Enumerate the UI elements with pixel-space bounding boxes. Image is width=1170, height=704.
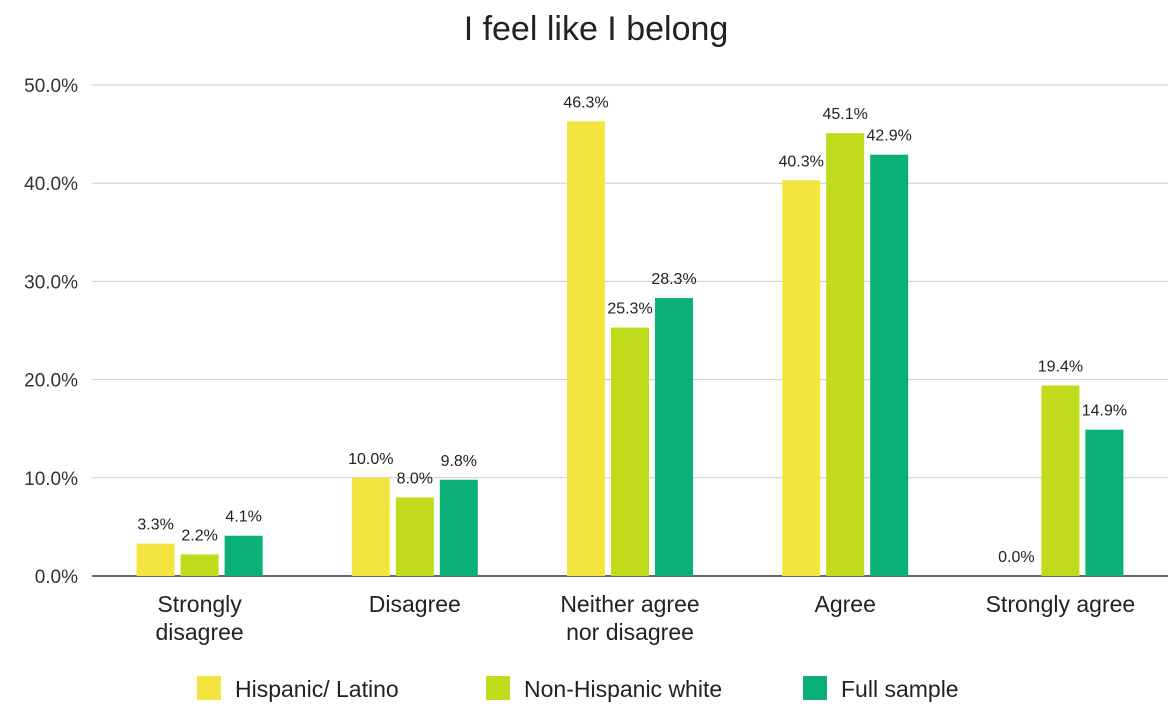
data-label: 14.9% xyxy=(1082,403,1127,420)
y-tick-label: 50.0% xyxy=(24,76,78,97)
category-label: Strongly agree xyxy=(986,591,1136,617)
category-label: nor disagree xyxy=(566,619,694,645)
legend-label: Full sample xyxy=(841,676,959,702)
legend-label: Non-Hispanic white xyxy=(524,676,722,702)
y-axis-ticks: 0.0% 10.0% 20.0% 30.0% 40.0% 50.0% xyxy=(24,76,78,588)
data-label: 42.9% xyxy=(867,128,912,145)
data-label: 2.2% xyxy=(181,527,217,544)
bar xyxy=(870,155,908,576)
bar xyxy=(181,554,219,576)
y-tick-label: 30.0% xyxy=(24,272,78,293)
category-label: Strongly xyxy=(157,591,242,617)
legend-label: Hispanic/ Latino xyxy=(235,676,399,702)
bar xyxy=(782,180,820,576)
bar xyxy=(567,121,605,576)
bar xyxy=(225,536,263,576)
legend-swatch xyxy=(197,676,221,700)
data-label: 9.8% xyxy=(441,453,477,470)
bar xyxy=(826,133,864,576)
bar xyxy=(352,478,390,576)
category-label: Agree xyxy=(815,591,876,617)
bar xyxy=(1041,385,1079,576)
bar xyxy=(440,480,478,576)
y-tick-label: 20.0% xyxy=(24,371,78,392)
data-label: 40.3% xyxy=(779,153,824,170)
data-label: 0.0% xyxy=(998,549,1034,566)
legend-swatch xyxy=(803,676,827,700)
bar xyxy=(396,497,434,576)
data-label: 8.0% xyxy=(397,470,433,487)
data-label: 25.3% xyxy=(607,301,652,318)
data-label: 46.3% xyxy=(563,94,608,111)
data-label: 3.3% xyxy=(137,517,173,534)
bar xyxy=(655,298,693,576)
legend-swatch xyxy=(486,676,510,700)
legend: Hispanic/ Latino Non-Hispanic white Full s… xyxy=(197,676,959,702)
y-tick-label: 0.0% xyxy=(35,567,78,588)
y-tick-label: 10.0% xyxy=(24,469,78,490)
bar xyxy=(1085,430,1123,576)
category-label: disagree xyxy=(155,619,243,645)
bars xyxy=(137,121,1124,576)
data-label: 19.4% xyxy=(1038,358,1083,375)
data-label: 4.1% xyxy=(225,509,261,526)
data-label: 28.3% xyxy=(651,271,696,288)
data-label: 10.0% xyxy=(348,451,393,468)
bar xyxy=(137,544,175,576)
chart-title: I feel like I belong xyxy=(464,10,729,48)
bar xyxy=(611,328,649,576)
y-tick-label: 40.0% xyxy=(24,174,78,195)
data-label: 45.1% xyxy=(823,106,868,123)
category-label: Disagree xyxy=(369,591,461,617)
category-label: Neither agree xyxy=(560,591,699,617)
